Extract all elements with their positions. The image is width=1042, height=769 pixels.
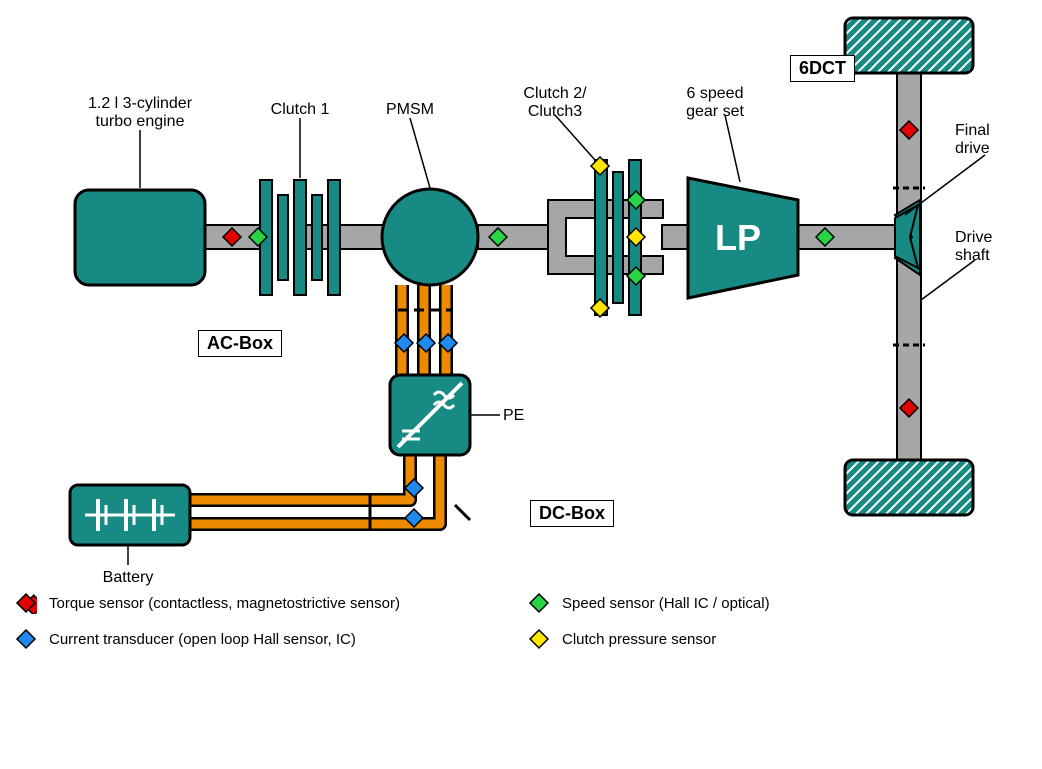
svg-text:Clutch3: Clutch3 bbox=[528, 103, 582, 120]
legend-pressure: Clutch pressure sensor bbox=[528, 628, 716, 650]
svg-text:PMSM: PMSM bbox=[386, 101, 434, 118]
dct-label: 6DCT bbox=[790, 55, 855, 82]
svg-text:Clutch 2/: Clutch 2/ bbox=[523, 85, 587, 102]
legend-torque-text: Torque sensor (contactless, magnetostric… bbox=[49, 595, 400, 612]
svg-text:Drive: Drive bbox=[955, 229, 992, 246]
svg-text:1.2 l 3-cylinder: 1.2 l 3-cylinder bbox=[88, 95, 193, 112]
svg-text:shaft: shaft bbox=[955, 247, 990, 264]
legend-speed-text: Speed sensor (Hall IC / optical) bbox=[562, 595, 770, 612]
legend-current-text: Current transducer (open loop Hall senso… bbox=[49, 631, 356, 648]
svg-text:6 speed: 6 speed bbox=[687, 85, 744, 102]
svg-text:Final: Final bbox=[955, 122, 990, 139]
legend-current: Current transducer (open loop Hall senso… bbox=[15, 628, 356, 650]
legend-torque: Torque sensor (contactless, magnetostric… bbox=[15, 592, 400, 614]
legend-pressure-text: Clutch pressure sensor bbox=[562, 631, 716, 648]
svg-text:Clutch 1: Clutch 1 bbox=[271, 101, 330, 118]
svg-text:LP: LP bbox=[715, 217, 761, 258]
ac-box-label: AC-Box bbox=[198, 330, 282, 357]
svg-text:gear set: gear set bbox=[686, 103, 744, 120]
dc-box-label: DC-Box bbox=[530, 500, 614, 527]
svg-text:turbo engine: turbo engine bbox=[96, 113, 185, 130]
svg-text:Battery: Battery bbox=[103, 569, 154, 586]
svg-text:drive: drive bbox=[955, 140, 990, 157]
legend-speed: Speed sensor (Hall IC / optical) bbox=[528, 592, 770, 614]
svg-text:PE: PE bbox=[503, 407, 524, 424]
